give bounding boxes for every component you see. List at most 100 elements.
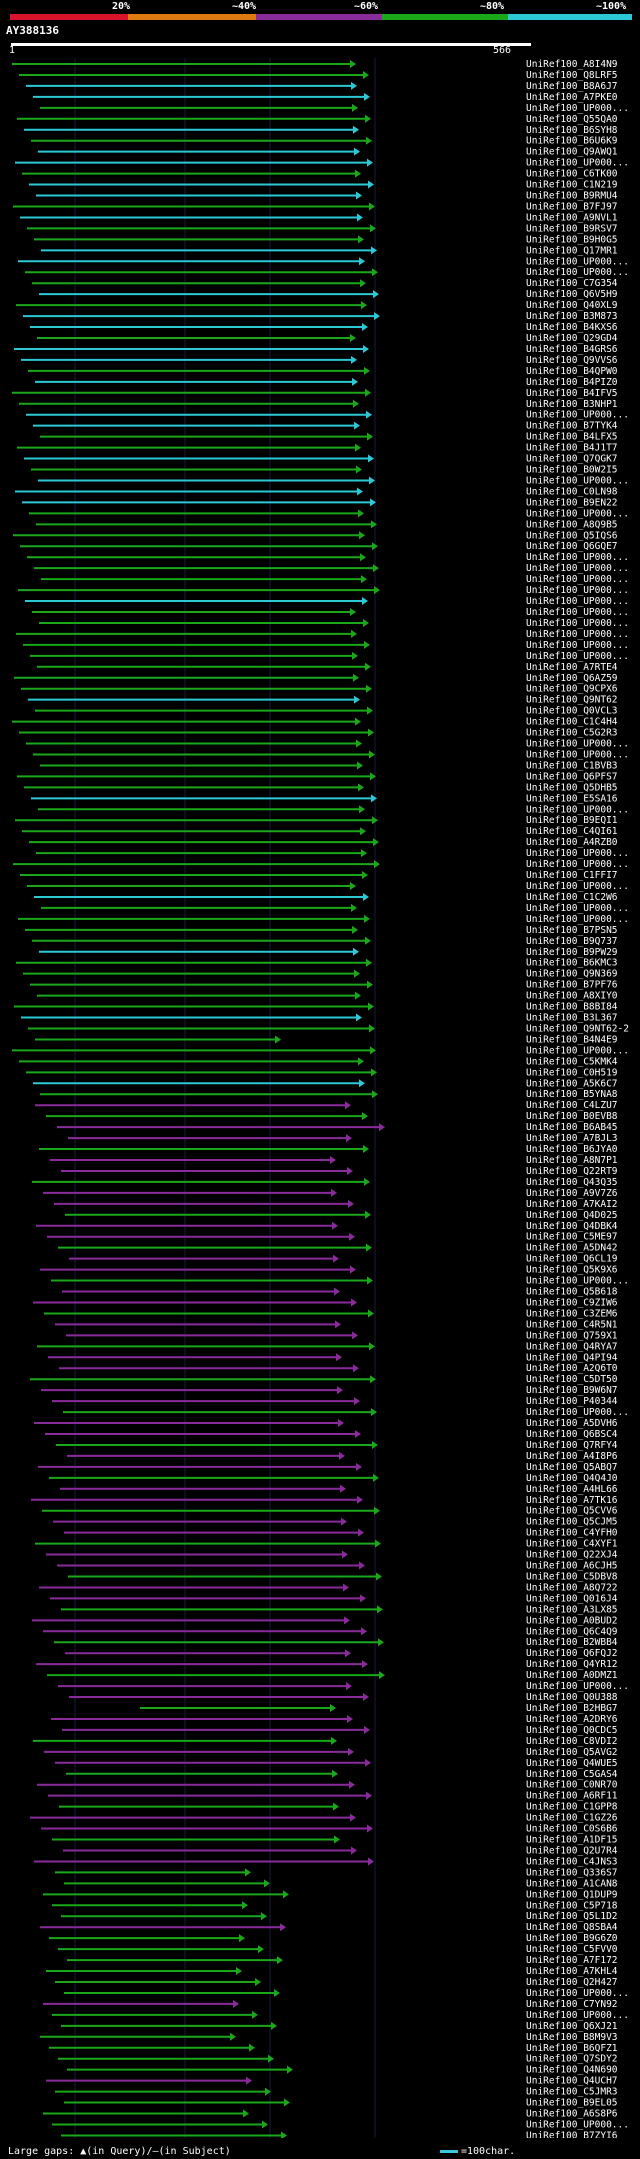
hit-label[interactable]: UniRef100_A9V7Z6 xyxy=(526,1188,618,1199)
hit-label[interactable]: UniRef100_A7F172 xyxy=(526,1955,618,1966)
hit-label[interactable]: UniRef100_B7ZYI6 xyxy=(526,2130,618,2138)
hit-label[interactable]: UniRef100_Q5AVG2 xyxy=(526,1747,618,1758)
hit-label[interactable]: UniRef100_B4N4E9 xyxy=(526,1034,618,1045)
hit-label[interactable]: UniRef100_Q6GQE7 xyxy=(526,541,618,552)
hit-label[interactable]: UniRef100_C0H519 xyxy=(526,1067,618,1078)
hit-label[interactable]: UniRef100_Q4D025 xyxy=(526,1210,618,1221)
hit-label[interactable]: UniRef100_C0S6B6 xyxy=(526,1824,618,1835)
hit-label[interactable]: UniRef100_B4LFX5 xyxy=(526,432,618,443)
hit-label[interactable]: UniRef100_Q17MR1 xyxy=(526,245,618,256)
hit-label[interactable]: UniRef100_Q22RT9 xyxy=(526,1166,618,1177)
hit-label[interactable]: UniRef100_UP000... xyxy=(526,804,629,815)
hit-label[interactable]: UniRef100_UP000... xyxy=(526,1045,629,1056)
hit-label[interactable]: UniRef100_C6TK00 xyxy=(526,169,618,180)
hit-label[interactable]: UniRef100_C1BVB3 xyxy=(526,760,618,771)
hit-label[interactable]: UniRef100_C3ZEM6 xyxy=(526,1308,618,1319)
hit-label[interactable]: UniRef100_A1CAN8 xyxy=(526,1878,618,1889)
hit-label[interactable]: UniRef100_B9RMU4 xyxy=(526,191,618,202)
hit-label[interactable]: UniRef100_UP000... xyxy=(526,552,629,563)
hit-label[interactable]: UniRef100_B4KXS6 xyxy=(526,322,618,333)
hit-label[interactable]: UniRef100_B6AB45 xyxy=(526,1122,618,1133)
hit-label[interactable]: UniRef100_UP000... xyxy=(526,585,629,596)
hit-label[interactable]: UniRef100_C5G2R3 xyxy=(526,728,618,739)
hit-label[interactable]: UniRef100_UP000... xyxy=(526,574,629,585)
hit-label[interactable]: UniRef100_Q5ABQ7 xyxy=(526,1462,618,1473)
hit-label[interactable]: UniRef100_C1N219 xyxy=(526,180,618,191)
hit-label[interactable]: UniRef100_A8N7P1 xyxy=(526,1155,618,1166)
hit-label[interactable]: UniRef100_Q5CJM5 xyxy=(526,1517,618,1528)
hit-label[interactable]: UniRef100_Q5B618 xyxy=(526,1287,618,1298)
hit-label[interactable]: UniRef100_A7TK16 xyxy=(526,1495,618,1506)
hit-label[interactable]: UniRef100_Q4PI94 xyxy=(526,1352,618,1363)
hit-label[interactable]: UniRef100_Q6AZ59 xyxy=(526,673,618,684)
hit-label[interactable]: UniRef100_Q55QA0 xyxy=(526,114,618,125)
hit-label[interactable]: UniRef100_Q9AWQ1 xyxy=(526,147,618,158)
hit-label[interactable]: UniRef100_C4YFH0 xyxy=(526,1528,618,1539)
hit-label[interactable]: UniRef100_Q4Q4J0 xyxy=(526,1473,618,1484)
hit-label[interactable]: UniRef100_UP000... xyxy=(526,256,629,267)
hit-label[interactable]: UniRef100_A5DN42 xyxy=(526,1243,618,1254)
hit-label[interactable]: UniRef100_A1DF15 xyxy=(526,1835,618,1846)
hit-label[interactable]: UniRef100_UP000... xyxy=(526,1407,629,1418)
hit-label[interactable]: UniRef100_UP000... xyxy=(526,739,629,750)
hit-label[interactable]: UniRef100_Q016J4 xyxy=(526,1593,618,1604)
hit-label[interactable]: UniRef100_UP000... xyxy=(526,1276,629,1287)
hit-label[interactable]: UniRef100_C0LN98 xyxy=(526,486,618,497)
hit-label[interactable]: UniRef100_Q6XJ21 xyxy=(526,2021,618,2032)
hit-label[interactable]: UniRef100_A0DMZ1 xyxy=(526,1670,618,1681)
hit-label[interactable]: UniRef100_UP000... xyxy=(526,410,629,421)
hit-label[interactable]: UniRef100_Q6V5H9 xyxy=(526,289,618,300)
hit-label[interactable]: UniRef100_Q0U388 xyxy=(526,1692,618,1703)
hit-label[interactable]: UniRef100_UP000... xyxy=(526,618,629,629)
hit-label[interactable]: UniRef100_UP000... xyxy=(526,903,629,914)
hit-label[interactable]: UniRef100_Q336S7 xyxy=(526,1867,618,1878)
hit-label[interactable]: UniRef100_A4I8P6 xyxy=(526,1451,618,1462)
hit-label[interactable]: UniRef100_B9EN22 xyxy=(526,497,618,508)
hit-label[interactable]: UniRef100_A7RTE4 xyxy=(526,662,618,673)
hit-label[interactable]: UniRef100_Q0VCL3 xyxy=(526,706,618,717)
hit-label[interactable]: UniRef100_E5SA16 xyxy=(526,793,618,804)
hit-label[interactable]: UniRef100_C7G354 xyxy=(526,278,618,289)
hit-label[interactable]: UniRef100_UP000... xyxy=(526,103,629,114)
hit-label[interactable]: UniRef100_Q5K9X6 xyxy=(526,1265,618,1276)
hit-label[interactable]: UniRef100_B3NHP1 xyxy=(526,399,618,410)
hit-label[interactable]: UniRef100_Q29GD4 xyxy=(526,333,618,344)
hit-label[interactable]: UniRef100_A7PKE0 xyxy=(526,92,618,103)
hit-label[interactable]: UniRef100_Q6PFS7 xyxy=(526,771,618,782)
hit-label[interactable]: UniRef100_B6QFZ1 xyxy=(526,2043,618,2054)
hit-label[interactable]: UniRef100_Q2U7R4 xyxy=(526,1845,618,1856)
hit-label[interactable]: UniRef100_B7FJ97 xyxy=(526,201,618,212)
hit-label[interactable]: UniRef100_C5P718 xyxy=(526,1900,618,1911)
hit-label[interactable]: UniRef100_Q8SBA4 xyxy=(526,1922,618,1933)
hit-label[interactable]: UniRef100_C4R5N1 xyxy=(526,1319,618,1330)
hit-label[interactable]: UniRef100_UP000... xyxy=(526,914,629,925)
hit-label[interactable]: UniRef100_A7KHL4 xyxy=(526,1966,618,1977)
hit-label[interactable]: UniRef100_B8A6J7 xyxy=(526,81,618,92)
hit-label[interactable]: UniRef100_Q4DBK4 xyxy=(526,1221,618,1232)
hit-label[interactable]: UniRef100_UP000... xyxy=(526,1681,629,1692)
hit-label[interactable]: UniRef100_Q7QGK7 xyxy=(526,454,618,465)
hit-label[interactable]: UniRef100_Q6CL19 xyxy=(526,1254,618,1265)
hit-label[interactable]: UniRef100_C1GZ26 xyxy=(526,1813,618,1824)
hit-label[interactable]: UniRef100_B9Q737 xyxy=(526,936,618,947)
hit-label[interactable]: UniRef100_C5JMR3 xyxy=(526,2087,618,2098)
hit-label[interactable]: UniRef100_Q5IQS6 xyxy=(526,530,618,541)
hit-label[interactable]: UniRef100_C5GAS4 xyxy=(526,1769,618,1780)
hit-label[interactable]: UniRef100_B5YNA8 xyxy=(526,1089,618,1100)
hit-label[interactable]: UniRef100_UP000... xyxy=(526,640,629,651)
hit-label[interactable]: UniRef100_B7TYK4 xyxy=(526,421,618,432)
hit-label[interactable]: UniRef100_C4LZU7 xyxy=(526,1100,618,1111)
hit-label[interactable]: UniRef100_B4IFV5 xyxy=(526,388,618,399)
hit-label[interactable]: UniRef100_UP000... xyxy=(526,848,629,859)
hit-label[interactable]: UniRef100_Q2H427 xyxy=(526,1977,618,1988)
hit-label[interactable]: UniRef100_Q0CDC5 xyxy=(526,1725,618,1736)
hit-label[interactable]: UniRef100_C5DT50 xyxy=(526,1374,618,1385)
hit-label[interactable]: UniRef100_A8I4N9 xyxy=(526,59,618,70)
hit-label[interactable]: UniRef100_B2WBB4 xyxy=(526,1637,618,1648)
hit-label[interactable]: UniRef100_UP000... xyxy=(526,563,629,574)
hit-label[interactable]: UniRef100_B7PSN5 xyxy=(526,925,618,936)
hit-label[interactable]: UniRef100_A0BUD2 xyxy=(526,1615,618,1626)
hit-label[interactable]: UniRef100_C0NR70 xyxy=(526,1780,618,1791)
hit-label[interactable]: UniRef100_UP000... xyxy=(526,267,629,278)
hit-label[interactable]: UniRef100_UP000... xyxy=(526,651,629,662)
